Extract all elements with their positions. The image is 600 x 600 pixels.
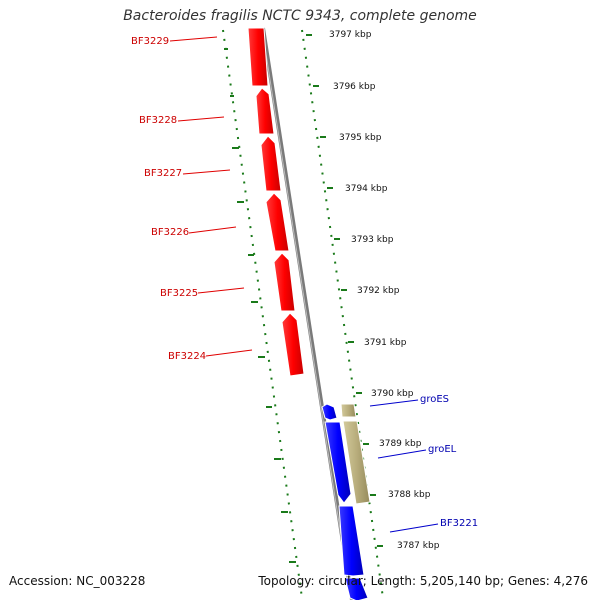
gene-arrow-bf3226: [265, 192, 290, 252]
gene-label-bf3226: BF3226: [151, 227, 189, 238]
gene-label-bf3227: BF3227: [144, 168, 182, 179]
scale-label: 3795 kbp: [339, 133, 382, 143]
gene-arrow-bf3227: [260, 135, 282, 192]
gene-label-groes: groES: [420, 394, 449, 405]
leader-line: [188, 226, 237, 234]
gene-label-bf3225: BF3225: [160, 288, 198, 299]
gene-arrow-groes: [321, 403, 338, 421]
gene-arrow-bf3224: [281, 312, 305, 377]
leader-line: [377, 449, 427, 459]
genome-title: Bacteroides fragilis NCTC 9343, complete…: [123, 8, 477, 24]
gene-arrow-bf3229: [247, 27, 269, 87]
left-ruler-ticks: [224, 48, 296, 563]
operon-block-upper: [340, 403, 357, 418]
scale-label: 3789 kbp: [379, 439, 422, 449]
leader-line: [369, 399, 419, 407]
scale-label: 3790 kbp: [371, 389, 414, 399]
leader-line: [205, 349, 253, 357]
gene-arrow-bf3228: [255, 87, 275, 135]
gene-label-groel: groEL: [428, 444, 457, 455]
scale-label: 3788 kbp: [388, 490, 431, 500]
gene-arrow-bf3221: [338, 505, 365, 577]
leader-line: [182, 169, 231, 175]
gene-label-bf3228: BF3228: [139, 115, 177, 126]
forward-genes: [247, 27, 305, 377]
accession-text: Accession: NC_003228: [9, 574, 146, 588]
gene-arrow-bf3225: [273, 252, 296, 312]
leader-line: [389, 523, 439, 533]
gene-label-bf3229: BF3229: [131, 36, 169, 47]
leader-line: [177, 116, 225, 122]
scale-label: 3791 kbp: [364, 338, 407, 348]
scale-label: 3793 kbp: [351, 235, 394, 245]
scale-label: 3787 kbp: [397, 541, 440, 551]
gene-arrow-groel: [324, 421, 352, 504]
scale-label: 3797 kbp: [329, 30, 372, 40]
right-ruler-ticks: [306, 34, 383, 547]
gene-label-bf3224: BF3224: [168, 351, 206, 362]
scale-label: 3794 kbp: [345, 184, 388, 194]
scale-label: 3796 kbp: [333, 82, 376, 92]
genome-backbone: [261, 27, 354, 600]
left-ruler: [222, 29, 303, 599]
leader-line: [169, 36, 218, 42]
scale-label: 3792 kbp: [357, 286, 400, 296]
topology-text: Topology: circular; Length: 5,205,140 bp…: [258, 574, 588, 588]
gene-label-bf3221: BF3221: [440, 518, 478, 529]
right-ruler: [301, 29, 384, 599]
genome-backbone-highlight: [261, 27, 352, 600]
reverse-genes: [321, 403, 369, 600]
operon-block-lower: [342, 420, 371, 505]
leader-line: [197, 287, 245, 294]
